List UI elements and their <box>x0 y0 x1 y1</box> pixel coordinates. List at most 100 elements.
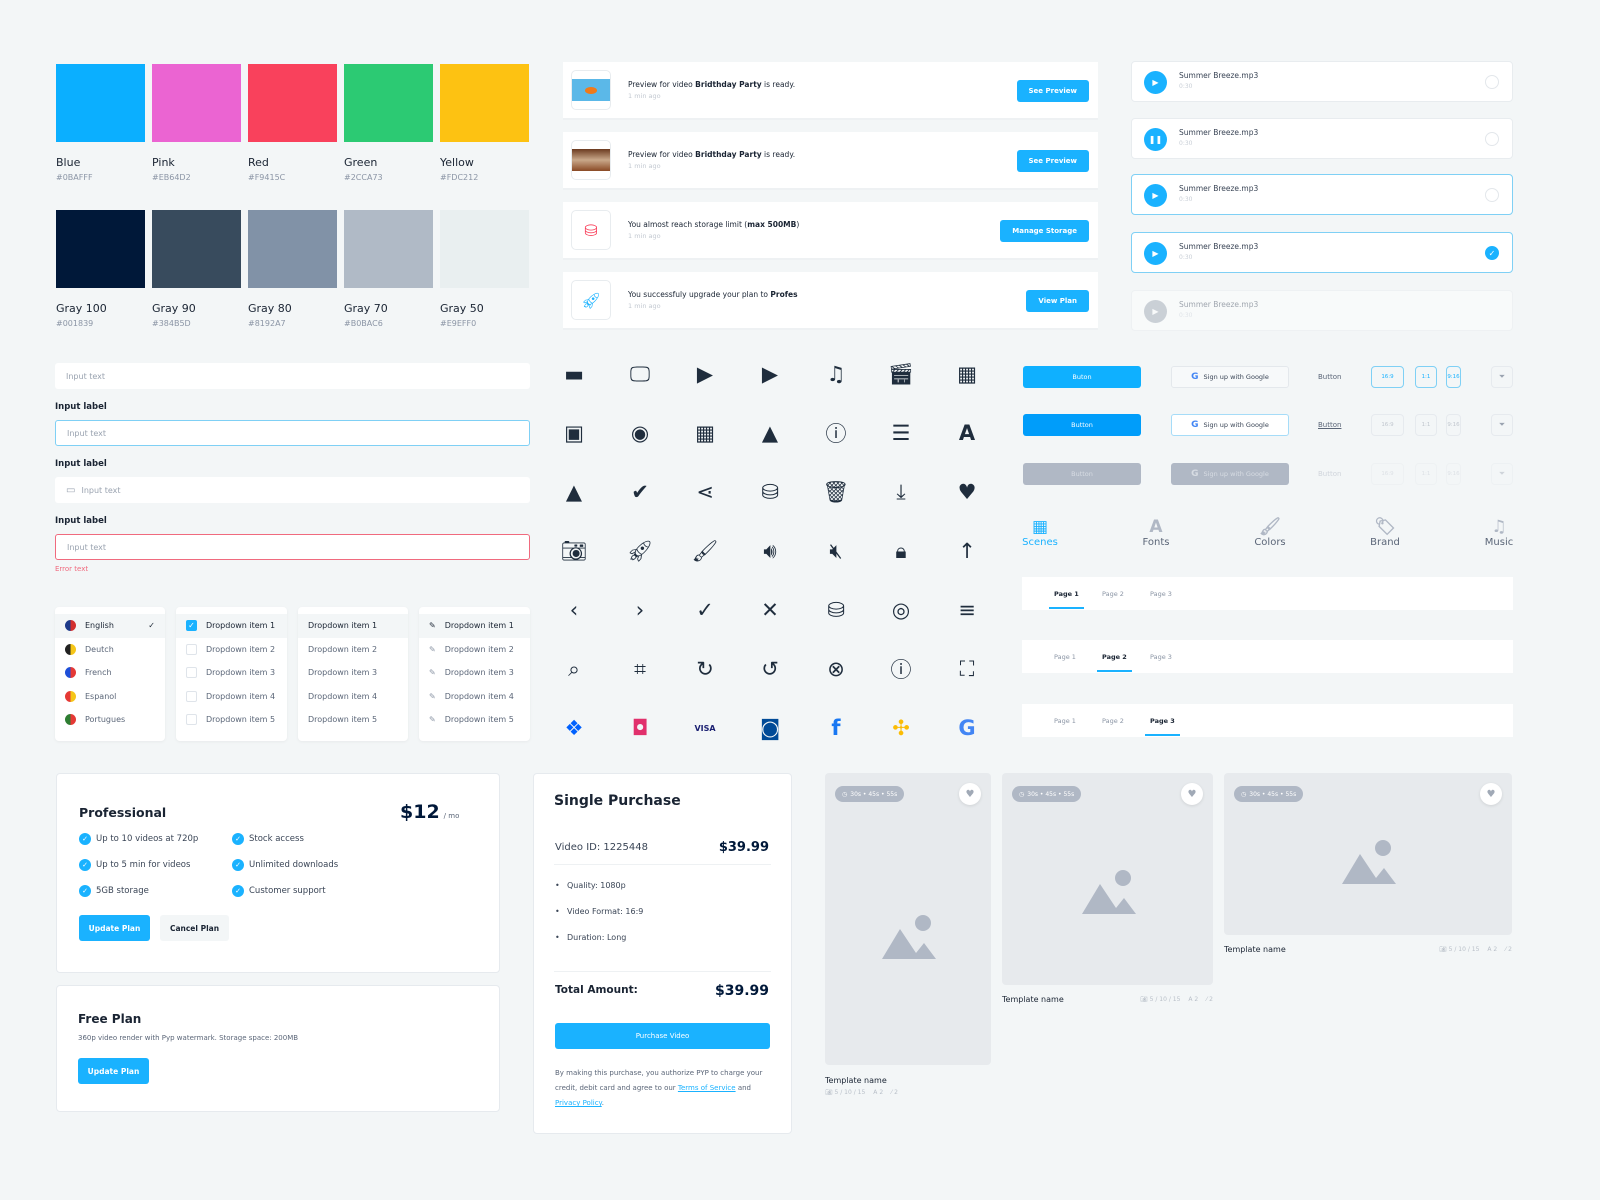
notification-action-button[interactable]: See Preview <box>1016 150 1089 172</box>
filter-icon[interactable]: ⏷ <box>1491 366 1513 388</box>
page-tab[interactable]: Page 2 <box>1102 717 1124 725</box>
page-tab[interactable]: Page 3 <box>1150 653 1172 661</box>
aspect-ratio-button[interactable]: 9:16 <box>1446 366 1461 388</box>
dropdown-item[interactable]: Dropdown item 2 <box>298 638 408 662</box>
terms-of-service-link[interactable]: Terms of Service <box>677 1084 736 1092</box>
aspect-ratio-button[interactable]: 16:9 <box>1371 414 1404 436</box>
page-tab[interactable]: Page 1 <box>1054 653 1076 661</box>
text-button-hover[interactable]: Button <box>1318 421 1342 429</box>
dropdown-item[interactable]: Dropdown item 4 <box>176 685 287 709</box>
google-signup-button[interactable]: G Sign up with Google <box>1171 366 1289 388</box>
audio-item[interactable]: ▶ Summer Breeze.mp3 0:30 <box>1131 174 1513 215</box>
dropdown-item[interactable]: ✎ Dropdown item 1 <box>419 614 530 638</box>
tab-brand[interactable]: 🏷︎ Brand <box>1350 517 1420 548</box>
notification-action-button[interactable]: View Plan <box>1026 290 1089 312</box>
tab-music[interactable]: ♫ Music <box>1464 517 1534 548</box>
page-tab[interactable]: Page 1 <box>1049 590 1084 609</box>
dropdown-item[interactable]: ✓ Dropdown item 1 <box>176 614 287 638</box>
page-tab[interactable]: Page 3 <box>1145 717 1180 736</box>
page-tab[interactable]: Page 3 <box>1150 590 1172 598</box>
dropdown-item[interactable]: Dropdown item 1 <box>298 614 408 638</box>
bullet-dot: • <box>555 907 560 916</box>
audio-item[interactable]: ▶ Summer Breeze.mp3 0:30 <box>1131 61 1513 102</box>
checkbox[interactable]: ✓ <box>186 620 197 632</box>
film-strip-icon: ▦ <box>957 362 977 386</box>
tab-scenes[interactable]: ▦ Scenes <box>1005 517 1075 548</box>
language-option[interactable]: Espanol <box>55 685 165 709</box>
checkbox[interactable] <box>186 667 197 679</box>
text-input-error[interactable]: Input text <box>55 534 530 560</box>
dropdown-item[interactable]: Dropdown item 5 <box>176 708 287 732</box>
filter-icon[interactable]: ⏷ <box>1491 414 1513 436</box>
video-warning-icon: ▶ <box>761 362 779 386</box>
language-option[interactable]: Portugues <box>55 708 165 732</box>
text-input-with-icon[interactable]: ▭ Input text <box>55 477 530 503</box>
select-radio[interactable] <box>1485 75 1499 89</box>
checkbox[interactable] <box>186 690 197 702</box>
aspect-ratio-button[interactable]: 16:9 <box>1371 366 1404 388</box>
swatch-name: Red <box>248 156 269 169</box>
aspect-ratio-button[interactable]: 1:1 <box>1415 366 1437 388</box>
dropdown-item[interactable]: ✎ Dropdown item 5 <box>419 708 530 732</box>
play-button[interactable]: ▶ <box>1144 300 1167 323</box>
audio-item[interactable]: ▶ Summer Breeze.mp3 0:30 ✓ <box>1131 232 1513 273</box>
play-button[interactable]: ▶ <box>1144 71 1167 94</box>
text-input-focused[interactable]: Input text <box>55 420 530 446</box>
play-button[interactable]: ▶ <box>1144 242 1167 265</box>
update-plan-button[interactable]: Update Plan <box>78 1058 149 1084</box>
select-radio[interactable] <box>1485 188 1499 202</box>
plain-dropdown: Dropdown item 1 Dropdown item 2 Dropdown i… <box>298 607 408 741</box>
pause-button[interactable]: ❚❚ <box>1144 128 1167 151</box>
dropdown-item[interactable]: Dropdown item 2 <box>176 638 287 662</box>
cancel-plan-button[interactable]: Cancel Plan <box>160 915 229 941</box>
play-button[interactable]: ▶ <box>1144 184 1167 207</box>
select-radio[interactable] <box>1485 132 1499 146</box>
page-tab[interactable]: Page 1 <box>1054 717 1076 725</box>
notification-action-button[interactable]: Manage Storage <box>1000 220 1089 242</box>
checkbox[interactable] <box>186 714 197 726</box>
update-plan-button[interactable]: Update Plan <box>79 915 150 941</box>
color-swatch: Gray 100 #001839 <box>56 210 145 328</box>
checkbox[interactable] <box>186 643 197 655</box>
language-option[interactable]: English ✓ <box>55 614 165 638</box>
primary-button-hover[interactable]: Button <box>1023 414 1141 436</box>
text-input[interactable]: Input text <box>55 363 530 389</box>
dropdown-item[interactable]: Dropdown item 5 <box>298 708 408 732</box>
text-button[interactable]: Button <box>1318 373 1342 381</box>
audio-item[interactable]: ▶ Summer Breeze.mp3 0:30 <box>1131 290 1513 331</box>
tab-colors[interactable]: 🖌︎ Colors <box>1235 517 1305 548</box>
dropdown-item[interactable]: Dropdown item 3 <box>298 661 408 685</box>
favorite-button[interactable]: ♥ <box>959 783 981 805</box>
image-placeholder-icon <box>878 913 938 963</box>
dropdown-item[interactable]: ✎ Dropdown item 2 <box>419 638 530 662</box>
primary-button[interactable]: Buton <box>1023 366 1141 388</box>
favorite-button[interactable]: ♥ <box>1480 783 1502 805</box>
google-signup-button-disabled: G Sign up with Google <box>1171 463 1289 485</box>
language-option[interactable]: French <box>55 661 165 685</box>
privacy-policy-link[interactable]: Privacy Policy <box>555 1099 602 1107</box>
notification-action-button[interactable]: See Preview <box>1016 80 1089 102</box>
check-circle-icon: ✓ <box>232 859 244 871</box>
dropdown-item[interactable]: ✎ Dropdown item 3 <box>419 661 530 685</box>
dropdown-item[interactable]: ✎ Dropdown item 4 <box>419 685 530 709</box>
purchase-video-button[interactable]: Purchase Video <box>555 1023 770 1049</box>
dropdown-item[interactable]: Dropdown item 4 <box>298 685 408 709</box>
google-signup-button-focused[interactable]: G Sign up with Google <box>1171 414 1289 436</box>
language-option[interactable]: Deutch <box>55 638 165 662</box>
aspect-ratio-button[interactable]: 9:16 <box>1446 414 1461 436</box>
trash-icon: 🗑︎ <box>822 479 850 504</box>
dropdown-item[interactable]: Dropdown item 3 <box>176 661 287 685</box>
swatch-name: Yellow <box>440 156 474 169</box>
select-radio[interactable]: ✓ <box>1485 246 1499 260</box>
page-tab[interactable]: Page 2 <box>1097 653 1132 672</box>
font-icon: A <box>873 1089 880 1096</box>
aspect-ratio-button[interactable]: 1:1 <box>1415 414 1437 436</box>
favorite-button[interactable]: ♥ <box>1181 783 1203 805</box>
page-tab[interactable]: Page 2 <box>1102 590 1124 598</box>
message-text: is ready. <box>761 150 796 159</box>
swatch-name: Gray 90 <box>152 302 196 315</box>
language-dropdown: English ✓ Deutch French Espanol Portugues <box>55 607 165 741</box>
message-text: Preview for video <box>628 150 696 159</box>
audio-item[interactable]: ❚❚ Summer Breeze.mp3 0:30 <box>1131 118 1513 159</box>
tab-fonts[interactable]: A Fonts <box>1121 517 1191 548</box>
